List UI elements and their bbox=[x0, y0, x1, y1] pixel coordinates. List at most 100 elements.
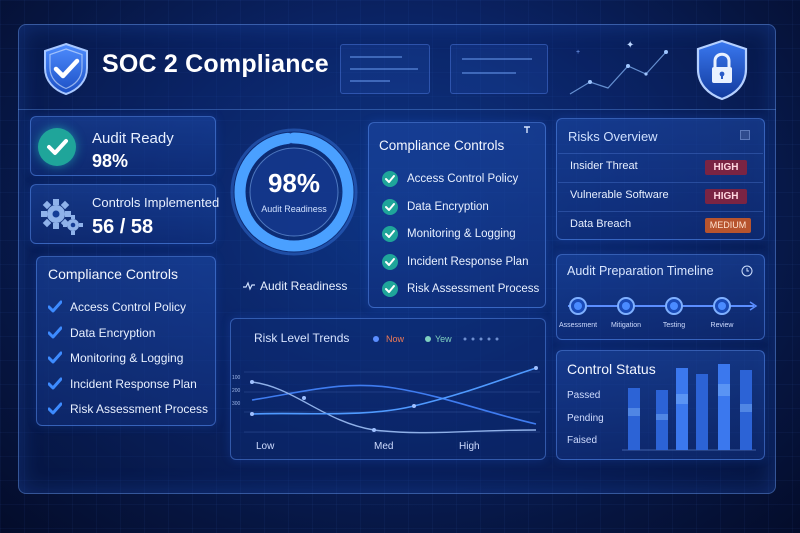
list-item: Risk Assessment Process bbox=[382, 280, 539, 308]
timeline-step-label: Mitigation bbox=[611, 322, 641, 329]
decor-line bbox=[350, 68, 418, 70]
status-label: Faised bbox=[567, 435, 598, 446]
page-title: SOC 2 Compliance bbox=[102, 50, 329, 78]
list-item: Access Control Policy bbox=[382, 170, 539, 198]
list-item: Incident Response Plan bbox=[382, 253, 539, 281]
lock-shield-icon bbox=[696, 39, 748, 101]
list-item-label: Monitoring & Logging bbox=[70, 351, 184, 365]
timeline-step-label: Assessment bbox=[558, 322, 598, 329]
x-tick-label: High bbox=[459, 441, 480, 452]
center-compliance-controls-panel bbox=[368, 122, 546, 308]
risk-name: Data Breach bbox=[570, 218, 632, 230]
timeline-step-label: Review bbox=[710, 322, 734, 329]
ring-progress bbox=[234, 132, 354, 252]
network-graph-icon: ✦ + bbox=[569, 40, 668, 95]
list-item-label: Monitoring & Logging bbox=[407, 228, 516, 241]
left-controls-title: Compliance Controls bbox=[48, 266, 178, 282]
risk-row[interactable]: Insider Threat HIGH bbox=[558, 153, 763, 179]
timeline-title: Audit Preparation Timeline bbox=[567, 264, 714, 278]
decor-panel bbox=[450, 44, 548, 94]
decor-line bbox=[350, 80, 390, 82]
check-circle-icon bbox=[382, 198, 398, 215]
svg-text:✦: ✦ bbox=[626, 40, 634, 51]
decor-line bbox=[350, 56, 402, 58]
list-item: Incident Response Plan bbox=[44, 375, 208, 401]
svg-text:+: + bbox=[576, 49, 580, 56]
y-tick-label: 200 bbox=[232, 388, 241, 394]
controls-implemented-label: Controls Implemented bbox=[92, 195, 220, 210]
timeline-track bbox=[568, 297, 758, 315]
status-bar bbox=[718, 364, 730, 450]
audit-readiness-ring bbox=[230, 128, 358, 256]
decor-line bbox=[462, 72, 516, 74]
check-icon bbox=[48, 300, 62, 313]
legend-dots bbox=[463, 337, 499, 341]
check-circle-icon bbox=[382, 253, 398, 270]
risk-level-badge: HIGH bbox=[705, 160, 747, 175]
check-circle-icon bbox=[382, 226, 398, 243]
status-bar bbox=[740, 370, 752, 450]
clock-icon bbox=[741, 265, 753, 277]
status-bar bbox=[656, 390, 668, 450]
list-item: Data Encryption bbox=[44, 324, 208, 350]
x-tick-label: Med bbox=[374, 441, 394, 452]
decor-panel bbox=[340, 44, 430, 94]
check-circle-icon bbox=[382, 171, 398, 187]
center-controls-title: Compliance Controls bbox=[379, 138, 505, 153]
list-item-label: Incident Response Plan bbox=[70, 376, 197, 391]
status-bar bbox=[628, 388, 640, 450]
control-status-title: Control Status bbox=[567, 361, 656, 377]
shield-check-icon bbox=[44, 42, 88, 96]
audit-ready-value: 98% bbox=[92, 151, 129, 171]
control-status-bars bbox=[622, 364, 756, 451]
y-tick-label: 300 bbox=[232, 401, 241, 407]
check-circle-icon bbox=[38, 128, 76, 166]
risk-row[interactable]: Data Breach MEDIUM bbox=[558, 211, 763, 237]
risk-name: Insider Threat bbox=[570, 160, 638, 172]
list-item-label: Data Encryption bbox=[70, 325, 156, 340]
status-bar bbox=[676, 368, 688, 450]
legend-prev-label: Yew bbox=[435, 334, 452, 344]
check-circle-icon bbox=[382, 281, 398, 298]
list-item-label: Access Control Policy bbox=[70, 300, 187, 314]
center-controls-list: Access Control Policy Data Encryption Mo… bbox=[382, 170, 539, 308]
left-compliance-controls-panel bbox=[36, 256, 216, 426]
trend-line-rising bbox=[251, 367, 537, 415]
audit-ready-label: Audit Ready bbox=[92, 130, 174, 147]
risk-trends-plot bbox=[244, 366, 540, 434]
list-item: Monitoring & Logging bbox=[382, 225, 539, 253]
left-controls-list: Access Control Policy Data Encryption Mo… bbox=[44, 298, 208, 426]
x-tick-label: Low bbox=[256, 441, 275, 452]
legend-prev-dot bbox=[425, 336, 431, 342]
list-item-label: Access Control Policy bbox=[407, 173, 519, 185]
status-label: Pending bbox=[567, 413, 604, 424]
list-item-label: Data Encryption bbox=[407, 200, 489, 213]
decor-line bbox=[462, 58, 532, 60]
audit-readiness-label: Audit Readiness bbox=[260, 279, 348, 293]
y-tick-label: 100 bbox=[232, 375, 241, 381]
legend-now-dot bbox=[373, 336, 379, 342]
pulse-icon bbox=[243, 281, 255, 291]
pin-icon bbox=[524, 126, 530, 133]
check-icon bbox=[48, 377, 62, 389]
close-square-icon[interactable] bbox=[740, 130, 750, 140]
risk-level-badge: MEDIUM bbox=[705, 218, 751, 233]
list-item-label: Risk Assessment Process bbox=[70, 402, 209, 416]
timeline-panel bbox=[556, 254, 765, 340]
check-icon bbox=[48, 326, 62, 338]
risk-row[interactable]: Vulnerable Software HIGH bbox=[558, 182, 763, 208]
check-icon bbox=[48, 402, 62, 415]
risk-trends-panel bbox=[230, 318, 546, 460]
risk-level-badge: HIGH bbox=[705, 189, 747, 204]
ring-subtitle: Audit Readiness bbox=[261, 204, 327, 214]
risks-title: Risks Overview bbox=[568, 129, 658, 144]
controls-implemented-value: 56 / 58 bbox=[92, 216, 154, 238]
trend-line-now bbox=[251, 384, 537, 425]
list-item: Data Encryption bbox=[382, 198, 539, 226]
status-bar bbox=[696, 374, 708, 450]
controls-implemented-panel bbox=[30, 184, 216, 244]
status-label: Passed bbox=[567, 390, 601, 401]
risk-name: Vulnerable Software bbox=[570, 189, 669, 201]
trend-line-prev bbox=[251, 381, 537, 434]
list-item: Monitoring & Logging bbox=[44, 349, 208, 375]
